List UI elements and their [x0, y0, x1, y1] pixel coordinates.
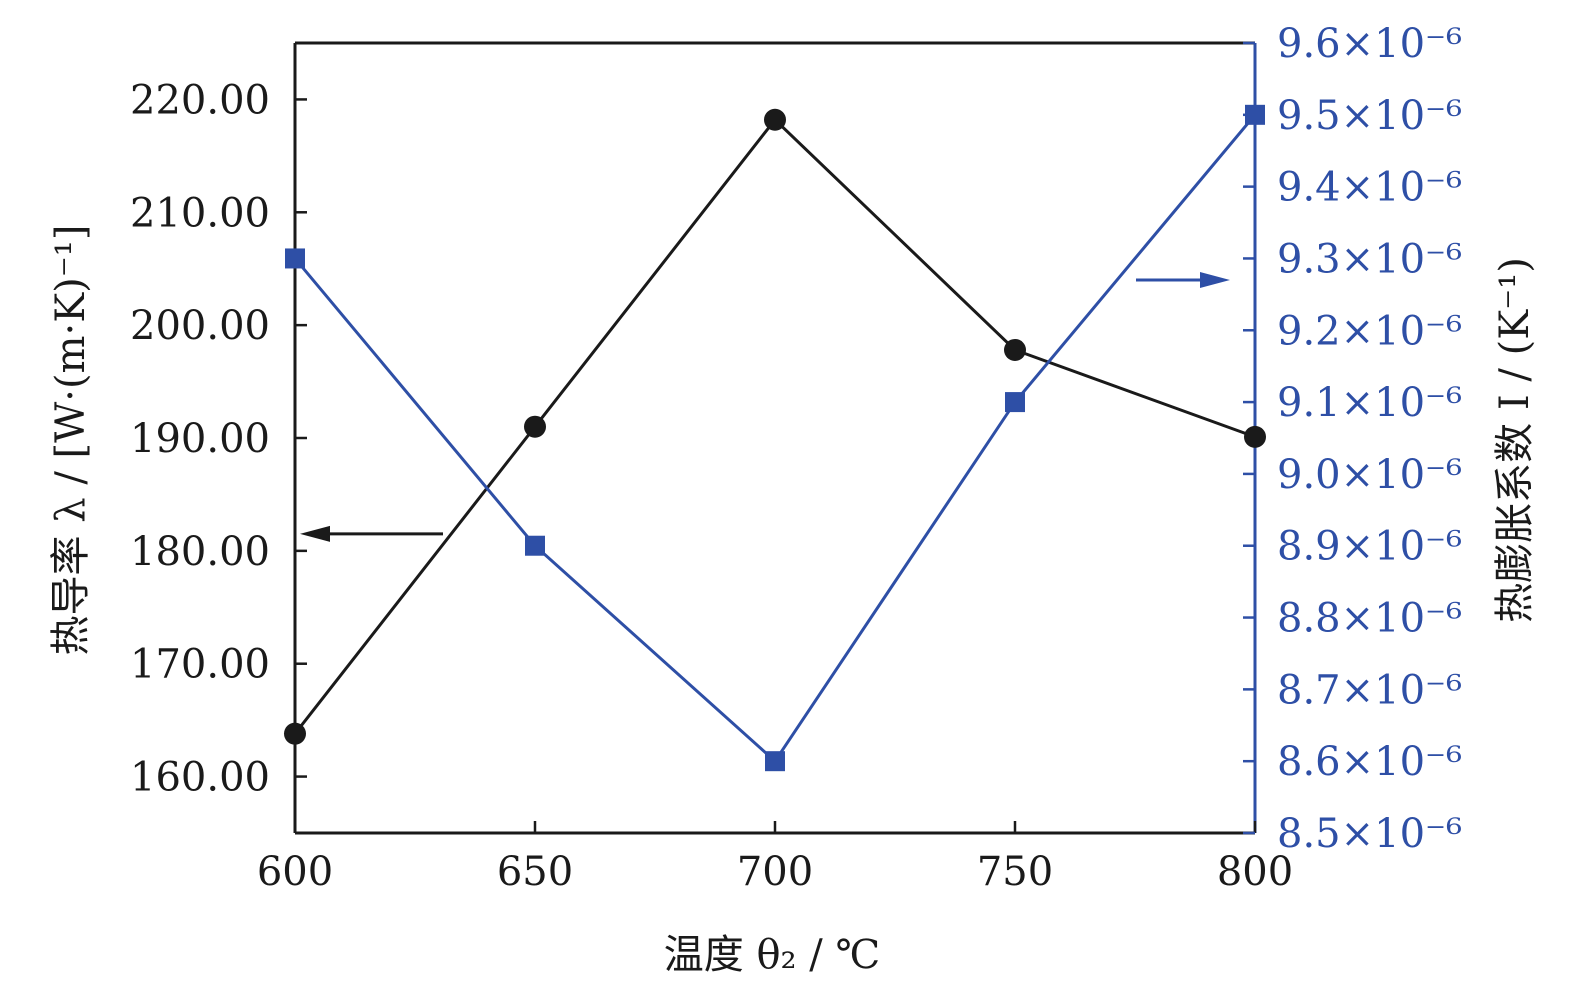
x-axis-title: 温度 θ₂ / ℃ [664, 932, 880, 978]
right-y-tick-label: 9.3×10⁻⁶ [1277, 236, 1462, 282]
thermal-conductivity-line [293, 117, 1256, 735]
right-y-tick-label: 8.8×10⁻⁶ [1277, 596, 1462, 642]
thermal-conductivity-point [524, 415, 546, 438]
thermal-expansion-point [1005, 392, 1025, 413]
x-tick-label: 600 [257, 849, 333, 895]
thermal-conductivity-point [1004, 338, 1026, 361]
right-y-tick-label: 9.4×10⁻⁶ [1277, 165, 1462, 211]
thermal-expansion-point [525, 535, 545, 556]
right-y-tick-label: 9.2×10⁻⁶ [1277, 308, 1462, 354]
right-y-tick-label: 8.6×10⁻⁶ [1277, 739, 1462, 785]
left-y-tick-label: 160.00 [130, 755, 270, 801]
left-y-tick-label: 220.00 [130, 77, 270, 123]
right-axis-arrow-head [1200, 272, 1230, 288]
right-y-tick-label: 8.5×10⁻⁶ [1277, 811, 1462, 857]
series-layer [284, 104, 1266, 772]
right-y-tick-label: 9.0×10⁻⁶ [1277, 452, 1462, 498]
left-y-tick-label: 170.00 [130, 642, 270, 688]
right-y-tick-label: 9.1×10⁻⁶ [1277, 380, 1462, 426]
left-y-tick-label: 200.00 [130, 303, 270, 349]
x-tick-label: 800 [1217, 849, 1293, 895]
right-y-tick-label: 9.6×10⁻⁶ [1277, 21, 1462, 67]
left-y-tick-label: 210.00 [130, 190, 270, 236]
axis-indicator-arrows [300, 272, 1230, 542]
x-tick-label: 750 [977, 849, 1053, 895]
x-tick-label: 650 [497, 849, 573, 895]
right-y-tick-label: 9.5×10⁻⁶ [1277, 93, 1462, 139]
thermal-conductivity-point [284, 722, 306, 745]
left-axis-arrow-head [300, 525, 330, 542]
thermal-expansion-point [285, 248, 305, 269]
right-y-tick-label: 8.7×10⁻⁶ [1277, 667, 1462, 713]
left-y-tick-label: 180.00 [130, 529, 270, 575]
thermal-expansion-point [765, 751, 785, 772]
thermal-conductivity-point [764, 108, 786, 131]
left-y-axis-title: 热导率 λ / [W·(m·K)⁻¹] [48, 225, 94, 656]
x-tick-label: 700 [737, 849, 813, 895]
axes: 600 650 700 750 800 160.00 170.00 180.00 190.00 2… [130, 21, 1462, 895]
left-y-tick-label: 190.00 [130, 416, 270, 462]
thermal-expansion-line [293, 113, 1257, 764]
right-y-axis-title: 热膨胀系数 I / (K⁻¹) [1492, 257, 1538, 623]
thermal-expansion-point [1245, 104, 1265, 125]
thermal-conductivity-point [1244, 425, 1266, 448]
right-y-tick-label: 8.9×10⁻⁶ [1277, 524, 1462, 570]
